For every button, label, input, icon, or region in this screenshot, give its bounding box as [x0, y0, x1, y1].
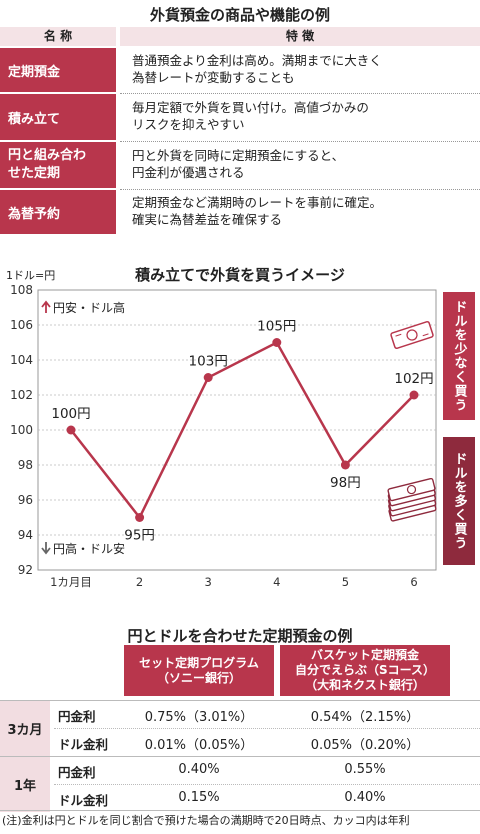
row-name-3: 為替予約 — [0, 190, 116, 234]
footnote: (注)金利は円とドルを同じ割合で預けた場合の満期時で20日時点、カッコ内は年利 — [2, 814, 410, 827]
feature-line: 為替レートが変動することも — [132, 70, 295, 85]
col-feature-header: 特 徴 — [120, 27, 480, 46]
row-feature-1: 毎月定額で外貨を買い付け。高値づかみの リスクを抑えやすい — [132, 99, 472, 133]
col2-header-line2: 自分でえらぶ（Sコース） — [294, 663, 436, 677]
buy-less-box: ドルを少なく買う — [443, 292, 475, 420]
col-name-header: 名 称 — [0, 27, 116, 46]
annotation-up: 円安・ドル高 — [53, 300, 125, 315]
col2-value: 0.55% — [344, 762, 386, 777]
data-label: 95円 — [124, 528, 155, 544]
col2-value: 0.40% — [344, 790, 386, 805]
feature-line: 毎月定額で外貨を買い付け。高値づかみの — [132, 100, 369, 115]
plot-frame — [37, 289, 437, 571]
data-label: 98円 — [330, 475, 361, 491]
data-point — [272, 338, 282, 347]
x-tick-label: 4 — [273, 575, 280, 589]
x-tick-label: 5 — [342, 575, 349, 589]
y-tick-label: 100 — [10, 423, 33, 437]
annotation-down: 円高・ドル安 — [53, 541, 125, 556]
feature-line: 確実に為替差益を確保する — [132, 212, 283, 227]
feature-line: 円金利が優遇される — [132, 165, 245, 180]
row-name-1: 積み立て — [0, 94, 116, 140]
row-feature-3: 定期預金など満期時のレートを事前に確定。 確実に為替差益を確保する — [132, 194, 472, 228]
row-name-text: 円と組み合わ せた定期 — [8, 148, 87, 181]
col1-value: 0.15% — [178, 790, 220, 805]
feature-line: リスクを抑えやすい — [132, 117, 245, 132]
data-point — [409, 390, 419, 400]
data-label: 100円 — [51, 406, 90, 422]
col1-header-line1: セット定期プログラム — [139, 655, 259, 670]
chart-title: 積み立てで外貨を買うイメージ — [135, 266, 345, 284]
x-tick-label: 2 — [136, 575, 143, 589]
col2-value: 0.54%（2.15%） — [310, 710, 420, 725]
col2-value: 0.05%（0.20%） — [310, 738, 420, 753]
rate-label: ドル金利 — [58, 737, 109, 752]
y-tick-label: 92 — [18, 563, 33, 577]
data-label: 102円 — [394, 371, 433, 387]
y-tick-label: 98 — [18, 458, 33, 472]
data-label: 105円 — [257, 319, 296, 335]
row-feature-2: 円と外貨を同時に定期預金にすると、 円金利が優遇される — [132, 147, 472, 181]
row-name-text: 積み立て — [8, 111, 61, 127]
table2-divider — [54, 728, 480, 729]
x-tick-label: 6 — [410, 575, 417, 589]
many-banknotes-icon — [387, 478, 437, 522]
col1-value: 0.40% — [178, 762, 220, 777]
down-arrow-icon — [41, 542, 51, 555]
row-name-text: 為替予約 — [8, 206, 61, 222]
few-banknotes-icon — [390, 320, 434, 350]
col2-header-line1: バスケット定期預金 — [310, 648, 419, 662]
y-tick-label: 102 — [10, 388, 33, 402]
data-point — [203, 373, 213, 382]
data-point — [340, 460, 350, 470]
col1-header-line2: （ソニー銀行） — [156, 670, 241, 685]
table2-divider — [0, 700, 480, 701]
row-name-0: 定期預金 — [0, 48, 116, 92]
data-point — [66, 425, 76, 435]
series-line — [70, 340, 415, 520]
table2-divider — [0, 810, 480, 811]
row-divider — [120, 189, 480, 190]
feature-line: 普通預金より金利は高め。満期までに大きく — [132, 53, 382, 68]
row-divider — [120, 93, 480, 94]
col1-header: セット定期プログラム （ソニー銀行） — [124, 645, 274, 696]
table2-divider — [0, 756, 480, 757]
period-cell: 1年 — [0, 757, 50, 812]
table2-title: 円とドルを合わせた定期預金の例 — [127, 627, 353, 645]
feature-line: 定期預金など満期時のレートを事前に確定。 — [132, 195, 383, 210]
line-chart: 92 94 96 98 100 102 104 106 108 1カ月目 2 3 4 5 6 100円 95円 1… — [10, 283, 437, 589]
up-arrow-icon — [41, 300, 51, 313]
y-tick-label: 106 — [10, 318, 33, 332]
col2-header-line3: （大和ネクスト銀行） — [305, 678, 425, 692]
row-name-2: 円と組み合わ せた定期 — [0, 142, 116, 188]
col1-value: 0.75%（3.01%） — [144, 710, 254, 725]
period-cell: 3カ月 — [0, 701, 50, 756]
row-divider — [120, 141, 480, 142]
y-tick-label: 104 — [10, 353, 33, 367]
y-tick-label: 94 — [18, 528, 33, 542]
rate-label: ドル金利 — [58, 793, 109, 808]
row-feature-0: 普通預金より金利は高め。満期までに大きく 為替レートが変動することも — [132, 52, 472, 86]
buy-more-box: ドルを多く買う — [443, 437, 475, 565]
col1-value: 0.01%（0.05%） — [144, 738, 254, 753]
y-axis-unit: 1ドル=円 — [6, 269, 56, 282]
rate-label: 円金利 — [58, 709, 96, 724]
y-tick-label: 96 — [18, 493, 33, 507]
x-tick-label: 1カ月目 — [50, 575, 92, 589]
table2-divider — [54, 784, 480, 785]
feature-line: 円と外貨を同時に定期預金にすると、 — [132, 148, 345, 163]
y-tick-label: 108 — [10, 283, 33, 297]
data-label: 103円 — [189, 354, 228, 370]
table1-title: 外貨預金の商品や機能の例 — [149, 6, 330, 24]
rate-label: 円金利 — [58, 765, 96, 780]
col2-header: バスケット定期預金 自分でえらぶ（Sコース） （大和ネクスト銀行） — [280, 645, 450, 696]
data-point — [135, 513, 145, 522]
row-name-text: 定期預金 — [8, 64, 61, 80]
x-tick-label: 3 — [205, 575, 212, 589]
